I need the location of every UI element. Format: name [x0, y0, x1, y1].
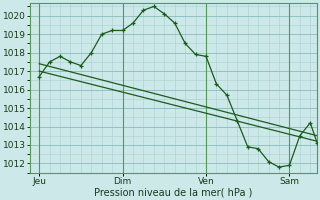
X-axis label: Pression niveau de la mer( hPa ): Pression niveau de la mer( hPa ) [94, 187, 253, 197]
